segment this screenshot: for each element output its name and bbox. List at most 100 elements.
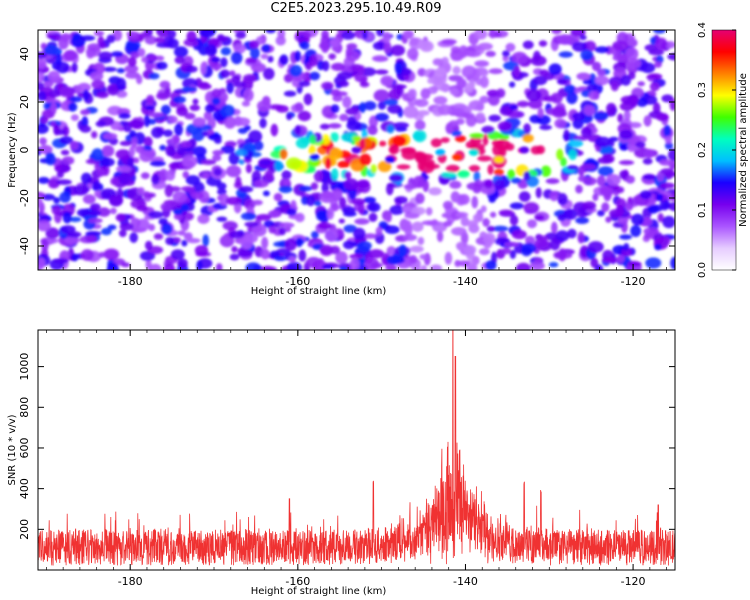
- heatmap-cell: [469, 133, 485, 139]
- heatmap-cell: [126, 31, 138, 37]
- heatmap-cell: [306, 195, 316, 207]
- heatmap-cell: [619, 234, 633, 240]
- heatmap-cell: [344, 171, 352, 180]
- heatmap-cell: [619, 143, 629, 151]
- heatmap-cell: [330, 132, 339, 143]
- heatmap-cell: [362, 233, 378, 239]
- heatmap-cell: [386, 255, 402, 265]
- heatmap-cell: [417, 236, 425, 246]
- heatmap-cell: [594, 75, 609, 86]
- heatmap-cell: [539, 69, 549, 77]
- heatmap-cell: [479, 95, 490, 104]
- heatmap-cell: [403, 234, 418, 241]
- heatmap-cell: [530, 55, 547, 66]
- heatmap-cell: [524, 208, 537, 214]
- heatmap-cell: [391, 84, 407, 90]
- heatmap-cell: [505, 42, 516, 52]
- heatmap-cell: [352, 135, 362, 142]
- heatmap-cell: [326, 207, 335, 220]
- heatmap-cell: [568, 139, 584, 148]
- heatmap-cell: [310, 182, 319, 191]
- heatmap-cell: [309, 71, 320, 81]
- heatmap-cell: [86, 235, 98, 243]
- heatmap-cell: [215, 263, 223, 270]
- heatmap-cell: [144, 35, 157, 45]
- heatmap-cell: [332, 95, 343, 102]
- heatmap-cell: [482, 232, 496, 246]
- heatmap-cell: [319, 190, 336, 203]
- heatmap-cell: [537, 107, 544, 118]
- heatmap-cell: [182, 155, 198, 169]
- heatmap-cell: [39, 137, 47, 146]
- heatmap-cell: [572, 118, 584, 130]
- heatmap-cell: [125, 39, 141, 52]
- heatmap-cell: [625, 203, 633, 211]
- heatmap-cell: [53, 123, 60, 136]
- heatmap-cell: [210, 56, 221, 63]
- heatmap-cell: [361, 67, 377, 77]
- line-ytick-label: 600: [18, 437, 31, 458]
- heatmap-cell: [636, 97, 648, 107]
- heatmap-cell: [402, 206, 413, 213]
- line-xtick-label: -180: [118, 575, 143, 588]
- heatmap-cell: [208, 47, 217, 55]
- heatmap-cell: [443, 220, 453, 227]
- heatmap-cells: [38, 30, 675, 270]
- heatmap-cell: [402, 30, 414, 39]
- heatmap-cell: [594, 46, 610, 54]
- heatmap-cell: [353, 227, 366, 240]
- heatmap-ytick-label: 0: [18, 147, 31, 154]
- heatmap-cell: [228, 152, 240, 165]
- heatmap-cell: [642, 174, 657, 181]
- heatmap-cell: [380, 75, 394, 87]
- heatmap-cell: [140, 31, 149, 39]
- heatmap-cell: [457, 260, 470, 267]
- heatmap-cell: [337, 71, 353, 80]
- heatmap-cell: [575, 217, 589, 224]
- heatmap-cell: [456, 241, 465, 251]
- heatmap-cell: [528, 99, 543, 109]
- heatmap-feature: [519, 146, 530, 154]
- heatmap-cell: [664, 141, 674, 150]
- heatmap-cell: [116, 68, 126, 74]
- heatmap-cell: [550, 92, 563, 104]
- heatmap-cell: [497, 121, 512, 132]
- heatmap-cell: [509, 249, 517, 259]
- heatmap-cell: [59, 86, 75, 98]
- heatmap-cell: [69, 140, 79, 150]
- heatmap-cell: [564, 84, 576, 94]
- heatmap-cell: [580, 163, 596, 170]
- heatmap-cell: [256, 100, 272, 112]
- heatmap-cell: [487, 164, 494, 175]
- heatmap-cell: [79, 35, 96, 41]
- heatmap-cell: [249, 47, 260, 60]
- heatmap-cell: [103, 132, 118, 140]
- heatmap-cell: [226, 165, 242, 178]
- heatmap-cell: [657, 213, 664, 223]
- heatmap-cell: [131, 135, 138, 149]
- heatmap-cell: [558, 34, 572, 45]
- heatmap-cell: [386, 124, 395, 134]
- heatmap-cell: [618, 160, 635, 166]
- heatmap-feature: [452, 153, 463, 161]
- heatmap-cell: [363, 196, 377, 204]
- heatmap-cell: [516, 100, 530, 108]
- heatmap-cell: [216, 188, 227, 196]
- heatmap-cell: [385, 212, 392, 223]
- heatmap-cell: [642, 158, 653, 165]
- heatmap-cell: [477, 42, 493, 51]
- heatmap-cell: [56, 170, 64, 179]
- heatmap-cell: [300, 41, 310, 50]
- heatmap-cell: [309, 134, 316, 145]
- heatmap-cell: [48, 178, 60, 189]
- heatmap-cell: [339, 113, 349, 122]
- heatmap-cell: [444, 251, 453, 265]
- heatmap-cell: [383, 98, 399, 106]
- heatmap-cell: [145, 105, 155, 111]
- heatmap-cell: [180, 140, 192, 149]
- heatmap-cell: [465, 114, 477, 127]
- heatmap-cell: [415, 193, 425, 204]
- heatmap-cell: [226, 82, 234, 94]
- heatmap-cell: [319, 244, 334, 256]
